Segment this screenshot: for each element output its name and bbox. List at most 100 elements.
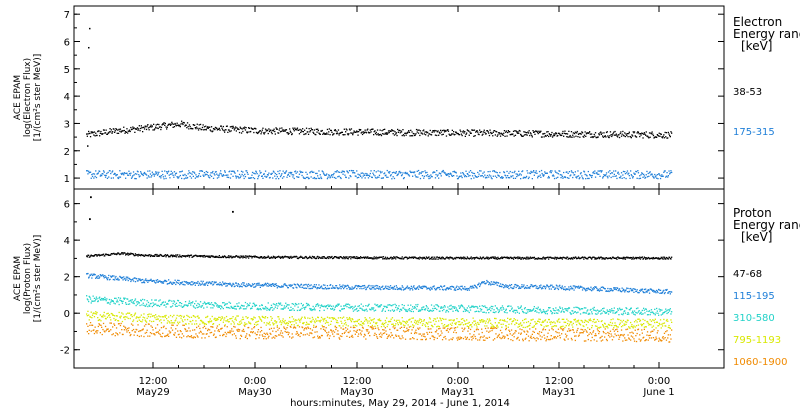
data-point xyxy=(104,174,106,176)
data-point xyxy=(311,257,313,260)
data-point xyxy=(169,173,172,175)
data-point xyxy=(523,134,526,136)
data-point xyxy=(577,175,580,177)
data-point xyxy=(510,284,513,286)
data-point xyxy=(471,287,473,289)
data-point xyxy=(399,170,401,173)
data-point xyxy=(224,256,226,258)
data-point xyxy=(323,309,325,311)
data-point xyxy=(404,132,407,134)
data-point xyxy=(92,173,94,175)
data-point xyxy=(587,132,589,134)
data-point xyxy=(500,132,502,134)
data-point xyxy=(149,125,152,128)
data-point xyxy=(428,288,431,290)
data-point xyxy=(436,288,438,290)
data-point xyxy=(452,310,454,312)
data-point xyxy=(491,178,493,180)
data-point xyxy=(524,257,526,259)
data-point xyxy=(455,289,457,291)
data-point xyxy=(616,258,618,260)
data-point xyxy=(95,276,98,279)
data-point xyxy=(667,137,669,139)
data-point xyxy=(561,258,563,260)
data-point xyxy=(319,310,321,312)
data-point xyxy=(151,175,153,177)
data-point xyxy=(86,170,88,172)
data-point xyxy=(95,176,98,179)
data-point xyxy=(540,130,542,132)
data-point xyxy=(314,309,316,311)
data-point xyxy=(645,176,647,179)
data-point xyxy=(289,128,291,130)
data-point xyxy=(138,302,140,304)
data-point xyxy=(432,285,435,288)
data-point xyxy=(156,304,159,307)
data-point xyxy=(438,287,440,289)
data-point xyxy=(103,277,105,279)
data-point xyxy=(220,256,222,259)
data-point xyxy=(259,286,261,288)
data-point xyxy=(108,176,110,178)
data-point xyxy=(512,130,515,132)
data-point xyxy=(251,318,253,320)
data-point xyxy=(589,288,591,290)
data-point xyxy=(88,300,90,303)
data-point xyxy=(429,129,431,132)
data-point xyxy=(486,258,489,260)
data-point xyxy=(387,288,390,290)
data-point xyxy=(99,296,101,298)
data-point xyxy=(456,310,459,312)
data-point xyxy=(508,305,510,307)
data-point xyxy=(559,257,561,260)
data-point xyxy=(642,313,644,315)
data-point xyxy=(555,307,557,309)
data-point xyxy=(201,322,204,324)
data-point xyxy=(114,279,116,281)
data-point xyxy=(164,279,166,282)
data-point xyxy=(377,287,379,289)
data-point xyxy=(376,285,379,287)
data-point xyxy=(197,255,200,257)
data-point xyxy=(617,136,619,138)
data-point xyxy=(164,124,166,126)
data-point xyxy=(541,172,543,175)
data-point xyxy=(168,300,170,302)
data-point xyxy=(140,300,142,302)
y-tick-label: 6 xyxy=(64,38,70,49)
data-point xyxy=(405,134,407,136)
data-point xyxy=(169,322,171,324)
data-point xyxy=(114,277,116,279)
data-point xyxy=(375,284,377,287)
data-point xyxy=(190,304,192,306)
data-point xyxy=(126,316,128,318)
data-point xyxy=(425,305,427,307)
data-point xyxy=(132,253,135,256)
data-point xyxy=(554,133,556,135)
data-point xyxy=(518,256,520,258)
data-point xyxy=(610,310,612,312)
data-point xyxy=(546,134,548,136)
data-point xyxy=(384,128,386,130)
data-point xyxy=(513,286,515,288)
data-point xyxy=(227,306,229,309)
data-point xyxy=(496,258,498,260)
data-point xyxy=(541,136,543,138)
data-point xyxy=(287,256,289,258)
data-point xyxy=(229,302,232,304)
data-point xyxy=(348,133,350,135)
data-point xyxy=(207,284,209,286)
data-point xyxy=(389,257,391,259)
data-point xyxy=(245,308,247,310)
data-point xyxy=(130,252,132,254)
data-point xyxy=(632,310,634,312)
data-point xyxy=(287,324,289,326)
data-point xyxy=(577,285,580,287)
data-point xyxy=(112,131,114,133)
data-point xyxy=(341,285,343,287)
data-point xyxy=(86,170,88,172)
data-point xyxy=(354,309,356,311)
data-point xyxy=(455,286,457,289)
data-point xyxy=(181,302,183,305)
data-point xyxy=(350,132,352,134)
